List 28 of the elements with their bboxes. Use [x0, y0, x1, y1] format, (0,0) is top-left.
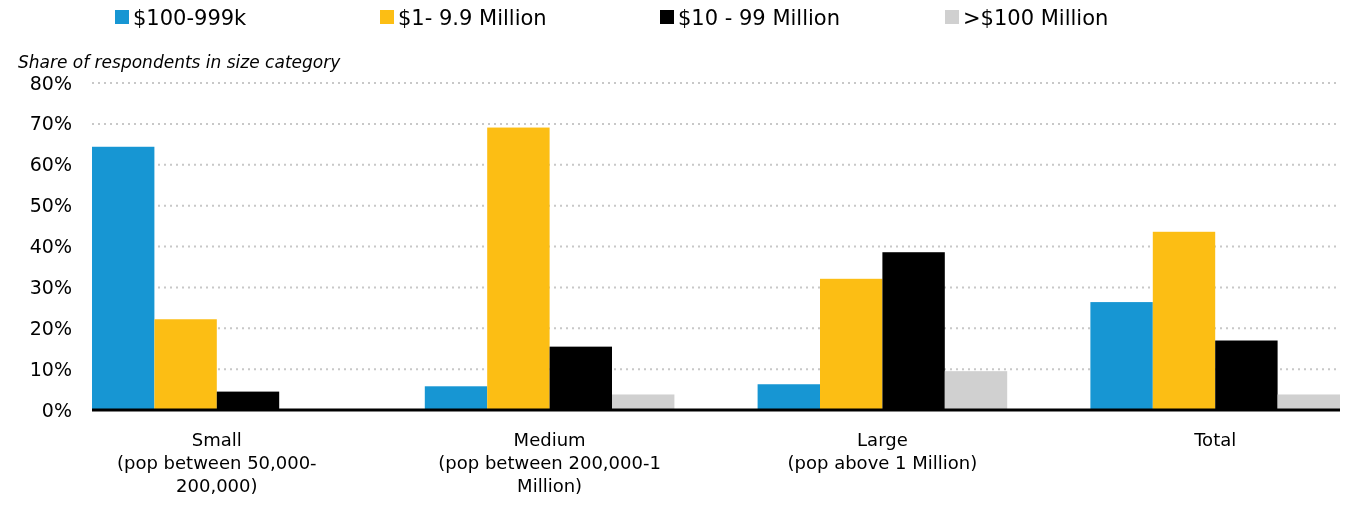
y-tick-label: 50%	[29, 194, 72, 217]
bar	[612, 394, 675, 410]
legend-label: $10 - 99 Million	[678, 6, 841, 31]
legend-label: >$100 Million	[963, 6, 1109, 31]
y-tick-label: 80%	[29, 71, 72, 94]
y-tick-label: 70%	[29, 112, 72, 135]
y-axis-title: Share of respondents in size category	[18, 52, 342, 72]
bar	[154, 319, 217, 410]
x-tick-label: Medium (pop between 200,000-1 Million)	[438, 429, 661, 496]
y-tick-label: 60%	[29, 153, 72, 176]
y-tick-label: 40%	[29, 235, 72, 258]
bar	[1277, 394, 1340, 410]
x-tick-label: Large (pop above 1 Million)	[787, 429, 978, 473]
y-tick-label: 20%	[29, 316, 72, 339]
bar	[1090, 302, 1153, 410]
bar	[487, 127, 550, 410]
bar	[757, 384, 820, 410]
bar	[820, 278, 883, 410]
legend-label: $100-999k	[133, 6, 248, 31]
y-tick-label: 30%	[29, 275, 72, 298]
bar	[424, 386, 488, 410]
bar	[1152, 231, 1216, 410]
x-tick-label: Small (pop between 50,000- 200,000)	[116, 429, 317, 496]
y-tick-label: 0%	[41, 398, 72, 421]
legend-label: $1- 9.9 Million	[398, 6, 547, 31]
y-tick-label: 10%	[29, 357, 72, 380]
bar	[92, 146, 155, 410]
x-tick-label: Total	[1193, 429, 1237, 450]
